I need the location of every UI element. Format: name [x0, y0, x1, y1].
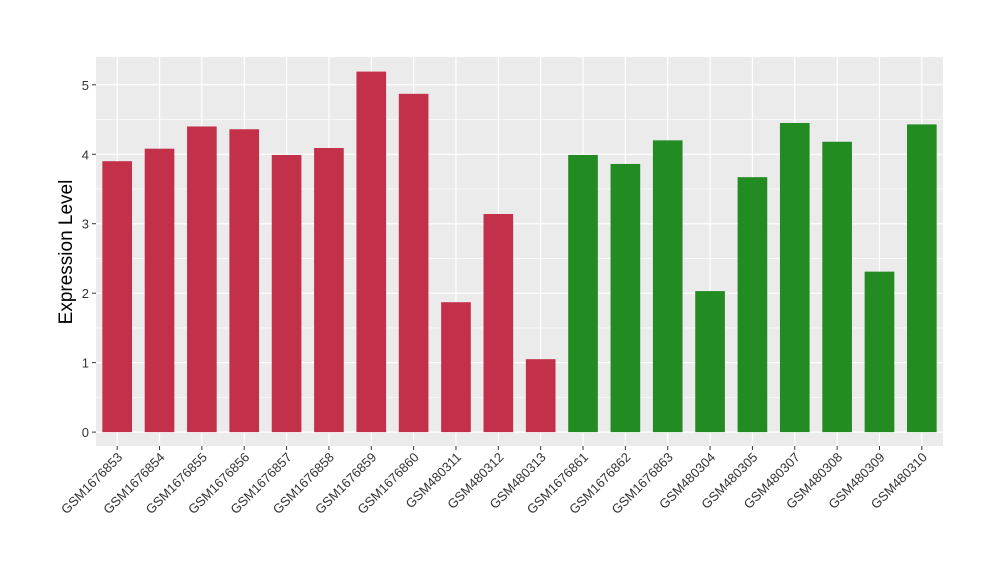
bar	[525, 359, 556, 433]
bar	[229, 129, 260, 433]
y-axis: 0 1 2 3 4 5	[82, 78, 96, 440]
bar	[483, 213, 514, 433]
bar	[864, 271, 895, 433]
y-tick-label: 0	[82, 425, 89, 440]
bar	[652, 140, 683, 433]
y-tick-label: 5	[82, 78, 89, 93]
bar	[271, 154, 302, 433]
bar	[568, 154, 598, 433]
bars	[102, 71, 937, 433]
y-tick-label: 4	[82, 147, 89, 162]
bar	[822, 141, 852, 433]
bar	[695, 291, 725, 433]
bar	[907, 124, 937, 433]
plot-panel	[96, 57, 943, 446]
bar	[144, 148, 175, 433]
bar	[610, 163, 641, 433]
bar	[779, 122, 810, 433]
bar	[737, 177, 768, 433]
y-tick-label: 2	[82, 286, 89, 301]
y-tick-label: 3	[82, 217, 89, 232]
bar	[314, 147, 344, 433]
x-axis: GSM1676853GSM1676854GSM1676855GSM1676856…	[58, 446, 930, 517]
bar	[187, 126, 217, 433]
bar	[356, 71, 387, 433]
bar	[441, 302, 471, 433]
y-axis-title: Expression Level	[56, 180, 77, 325]
y-tick-label: 1	[82, 356, 89, 371]
bar	[102, 161, 132, 433]
bar	[398, 93, 429, 433]
